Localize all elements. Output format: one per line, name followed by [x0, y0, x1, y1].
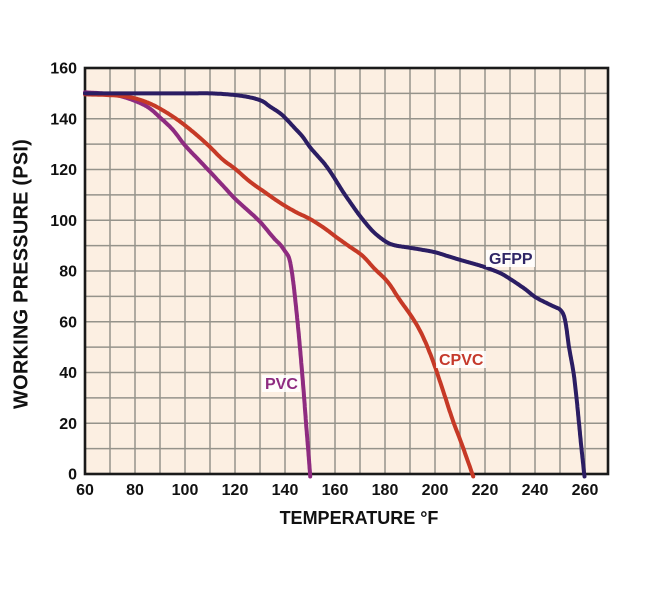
svg-text:20: 20 — [59, 416, 77, 433]
svg-text:120: 120 — [50, 162, 77, 179]
svg-text:160: 160 — [50, 61, 77, 78]
svg-text:200: 200 — [422, 482, 449, 499]
svg-text:PVC: PVC — [265, 376, 298, 393]
svg-text:260: 260 — [572, 482, 599, 499]
svg-text:80: 80 — [59, 264, 77, 281]
svg-text:160: 160 — [322, 482, 349, 499]
svg-text:120: 120 — [222, 482, 249, 499]
svg-text:40: 40 — [59, 365, 77, 382]
svg-text:240: 240 — [522, 482, 549, 499]
svg-text:TEMPERATURE °F: TEMPERATURE °F — [280, 508, 439, 528]
svg-text:100: 100 — [172, 482, 199, 499]
svg-text:180: 180 — [372, 482, 399, 499]
svg-text:100: 100 — [50, 213, 77, 230]
svg-text:60: 60 — [59, 314, 77, 331]
svg-text:WORKING PRESSURE (PSI): WORKING PRESSURE (PSI) — [11, 139, 33, 409]
svg-text:80: 80 — [126, 482, 144, 499]
svg-text:140: 140 — [272, 482, 299, 499]
svg-text:60: 60 — [76, 482, 94, 499]
svg-text:220: 220 — [472, 482, 499, 499]
svg-text:GFPP: GFPP — [489, 251, 533, 268]
svg-text:CPVC: CPVC — [439, 352, 484, 369]
svg-text:140: 140 — [50, 111, 77, 128]
svg-text:0: 0 — [68, 467, 77, 484]
